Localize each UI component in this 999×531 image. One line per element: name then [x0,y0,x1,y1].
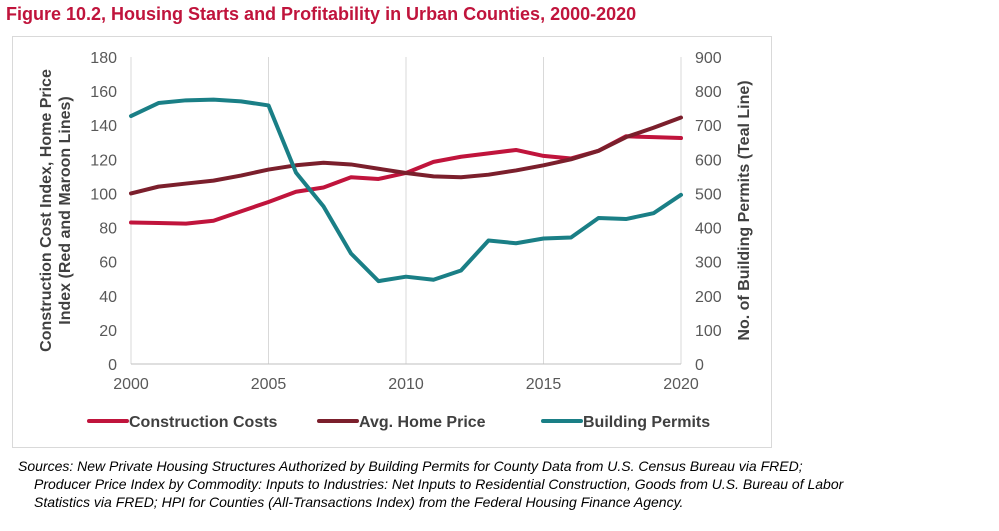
y-right-tick-label: 700 [695,118,722,135]
series-line-building-permits [129,97,683,284]
y-left-tick-label: 160 [90,84,117,101]
y-right-tick-label: 500 [695,186,722,203]
y-left-tick-label: 20 [99,323,117,340]
y-right-tick-label: 900 [695,50,722,67]
x-tick-label: 2020 [663,376,699,393]
legend-label: Construction Costs [129,414,278,431]
x-tick-label: 2010 [388,376,424,393]
y-right-tick-label: 0 [695,357,704,374]
x-tick-label: 2000 [113,376,149,393]
line-chart: 2000 2005 2010 2015 202002040608010012014016… [38,50,753,431]
y-right-tick-label: 800 [695,84,722,101]
y-left-tick-label: 140 [90,118,117,135]
x-tick-label: 2005 [251,376,287,393]
y-left-tick-label: 180 [90,50,117,67]
y-left-tick-label: 60 [99,255,117,272]
y-left-tick-label: 80 [99,221,117,238]
y-right-tick-label: 400 [695,221,722,238]
y-right-tick-label: 200 [695,289,722,306]
sources-note: Sources: New Private Housing Structures … [18,457,993,511]
y-right-tick-label: 600 [695,152,722,169]
x-tick-label: 2015 [526,376,562,393]
figure-title: Figure 10.2, Housing Starts and Profitab… [6,4,637,24]
y-right-tick-label: 300 [695,255,722,272]
y-right-axis-title: No. of Building Permits (Teal Line) [736,80,753,340]
legend-label: Building Permits [583,414,710,431]
chart-container: 2000 2005 2010 2015 2020 0 20 40 60 80 100 120 140 16… [12,36,772,448]
legend-label: Avg. Home Price [359,414,486,431]
sources-line-2: Producer Price Index by Commodity: Input… [34,476,844,492]
y-left-tick-label: 100 [90,186,117,203]
y-left-tick-label: 120 [90,152,117,169]
sources-line-1: Sources: New Private Housing Structures … [18,458,803,474]
y-left-axis-title: Construction Cost Index, Home Price Index… [38,69,74,352]
y-right-tick-label: 100 [695,323,722,340]
y-left-tick-label: 0 [108,357,117,374]
sources-line-3: Statistics via FRED; HPI for Counties (A… [34,494,684,510]
y-left-tick-label: 40 [99,289,117,306]
series-line-avg-home-price [129,115,683,196]
